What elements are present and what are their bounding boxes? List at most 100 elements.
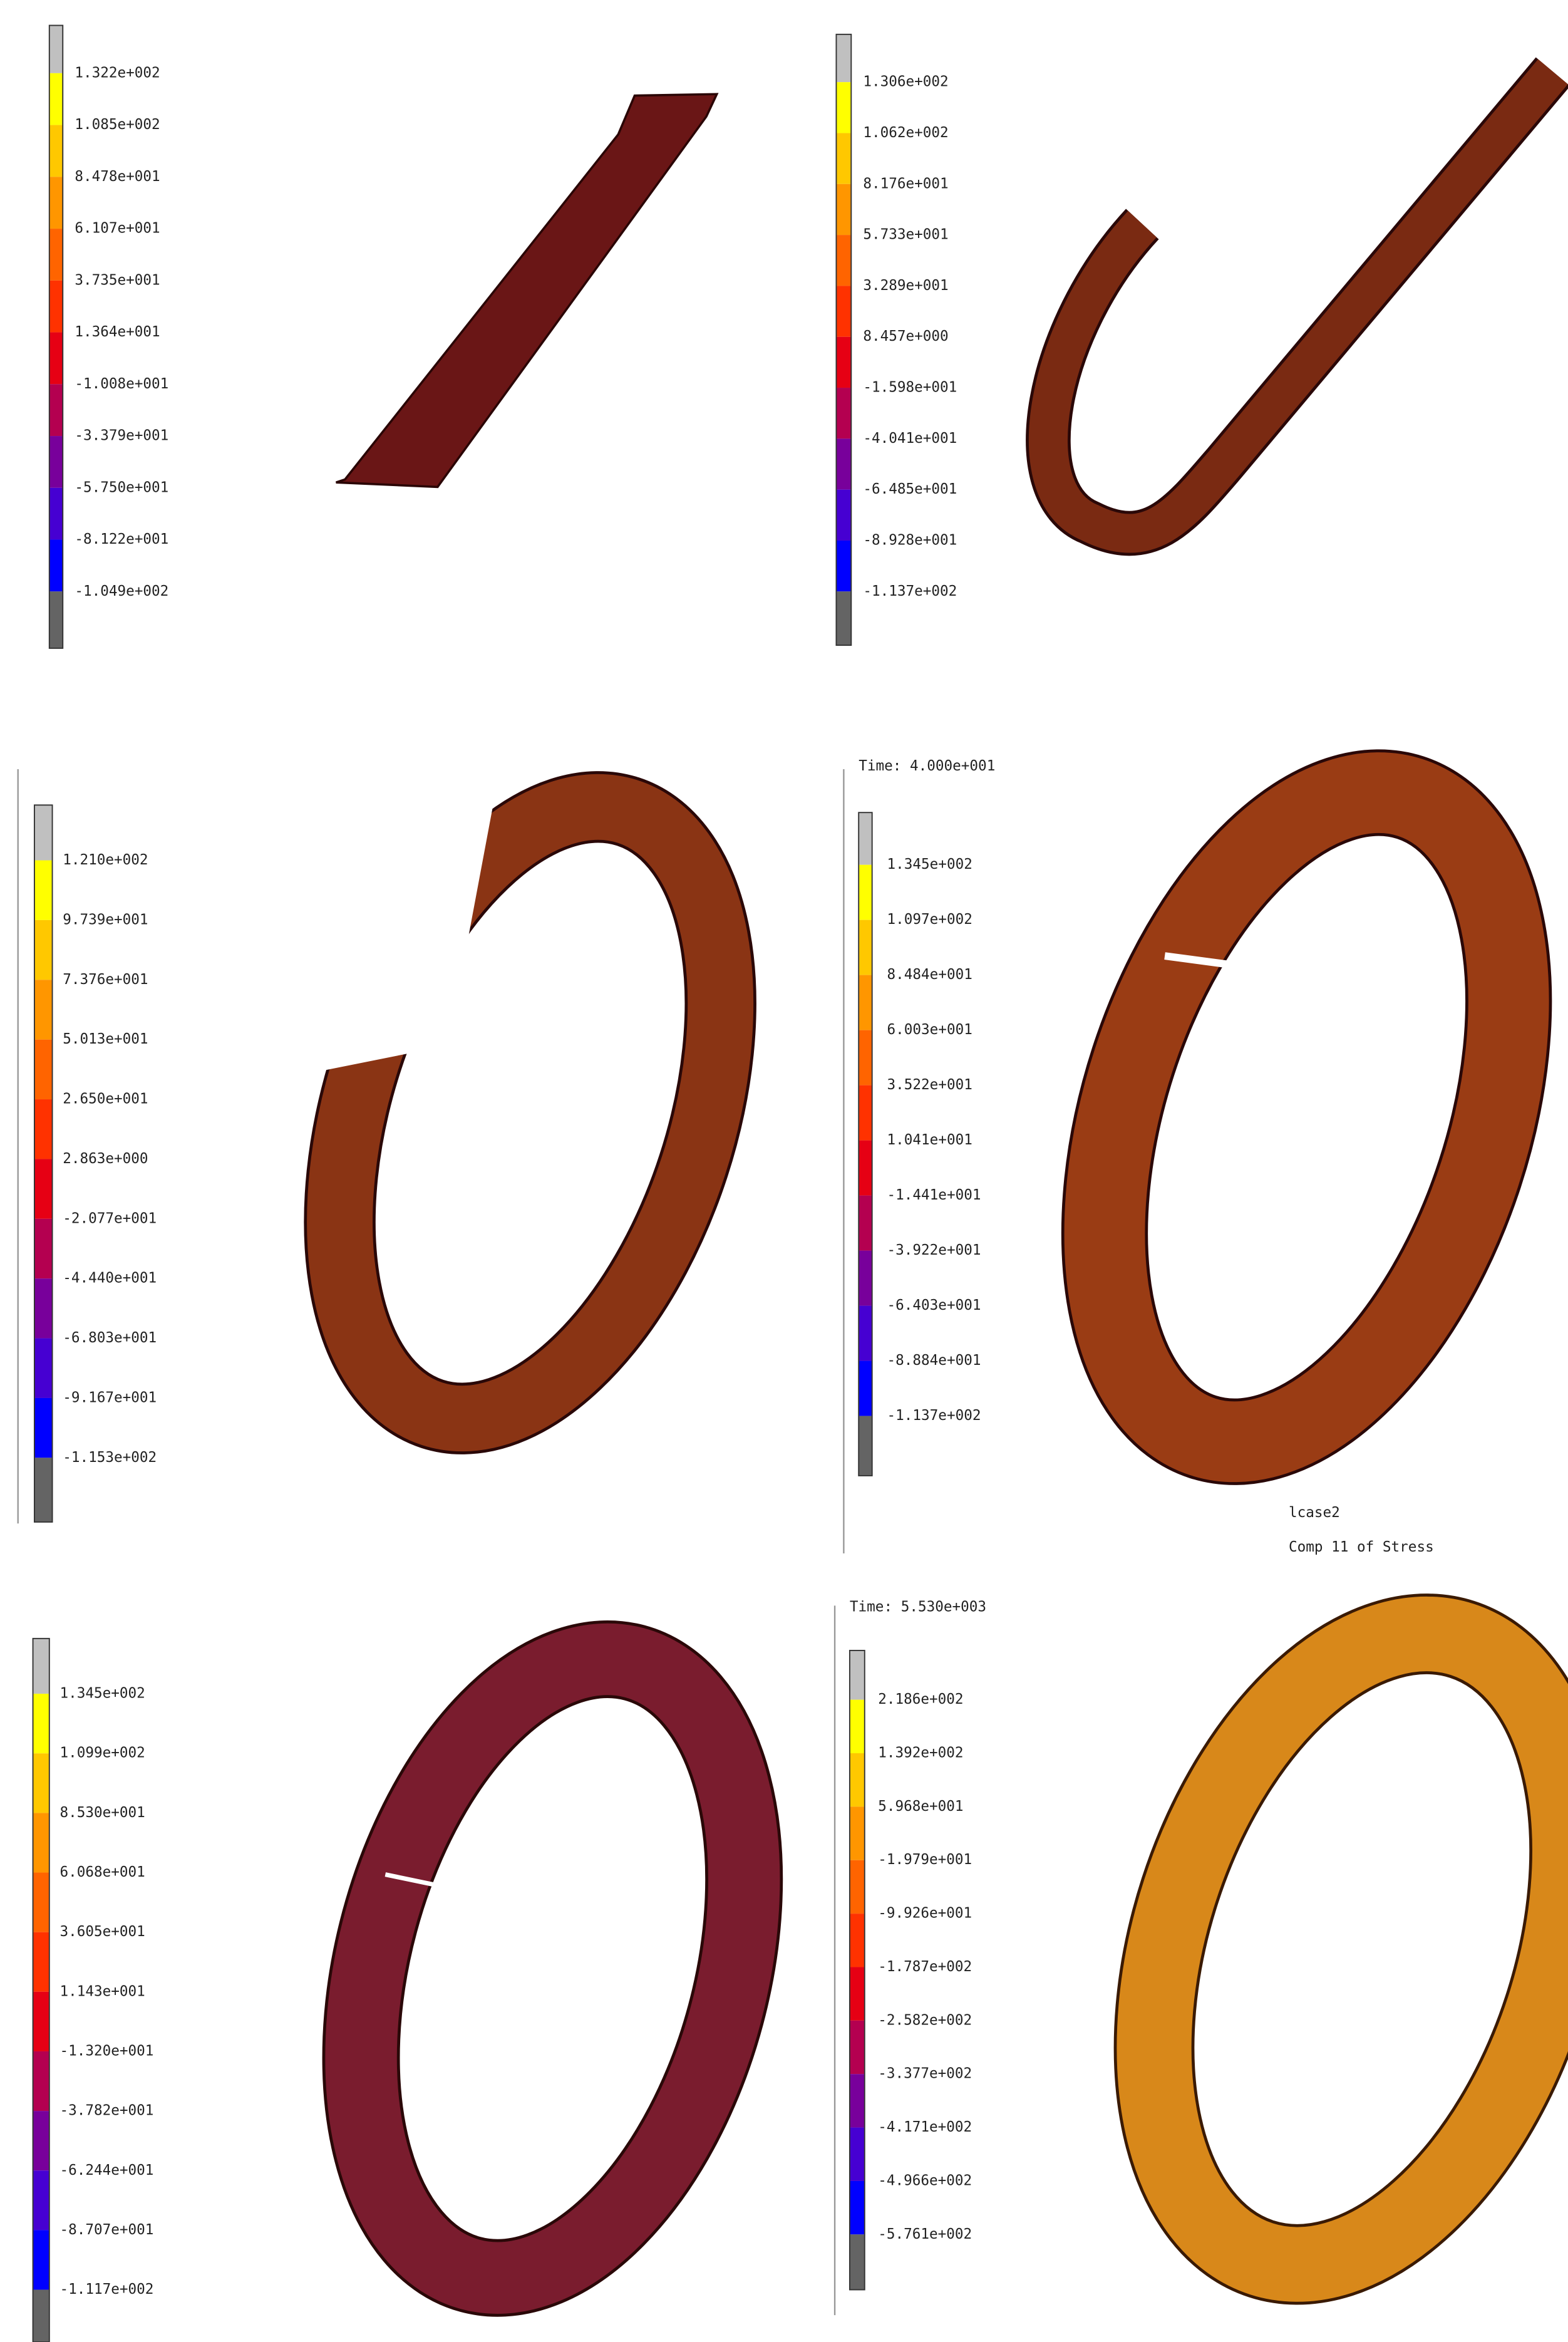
legend-swatch <box>49 177 63 229</box>
legend-swatch <box>34 920 53 980</box>
legend-swatch <box>850 2074 865 2127</box>
legend-swatch <box>49 488 63 540</box>
legend-swatch <box>850 2234 865 2289</box>
time-header: Time: 5.530e+003 <box>850 1598 986 1615</box>
legend-swatch <box>859 920 872 975</box>
legend-swatch <box>836 541 851 591</box>
legend-label: -8.122e+001 <box>75 531 168 547</box>
legend-swatch <box>33 2290 49 2342</box>
legend-label: -6.244e+001 <box>59 2162 153 2179</box>
legend-swatch <box>34 1339 53 1398</box>
legend-swatch <box>836 286 851 336</box>
ring-band <box>1080 1580 1568 2318</box>
legend-label: -1.008e+001 <box>75 376 168 392</box>
legend-label: 1.392e+002 <box>878 1745 963 1761</box>
legend-label: 6.003e+001 <box>887 1022 972 1038</box>
legend-label: 1.062e+002 <box>863 125 948 141</box>
legend-swatch <box>49 591 63 648</box>
legend-label: -4.171e+002 <box>878 2119 972 2135</box>
legend-swatch <box>859 812 872 864</box>
legend-swatch <box>49 384 63 436</box>
legend-label: -3.922e+001 <box>887 1242 981 1258</box>
legend-swatch <box>859 1306 872 1361</box>
ring-band <box>1029 741 1568 1493</box>
ring-band <box>297 1616 807 2321</box>
legend-swatch <box>836 34 851 82</box>
model-ring <box>1029 741 1568 1493</box>
legend-swatch <box>49 540 63 592</box>
legend-label: 8.478e+001 <box>75 168 160 185</box>
legend-label: -3.782e+001 <box>59 2103 153 2119</box>
legend-swatch <box>859 1141 872 1196</box>
legend-swatch <box>850 2021 865 2074</box>
legend-swatch <box>859 1361 872 1416</box>
legend-label: 5.013e+001 <box>63 1031 148 1047</box>
legend-swatch <box>33 2111 49 2170</box>
legend-swatch <box>34 1398 53 1458</box>
legend-swatch <box>33 1694 49 1753</box>
legend-swatch <box>49 436 63 488</box>
legend-swatch <box>33 2051 49 2111</box>
legend-label: 1.143e+001 <box>59 1983 145 1999</box>
legend-label: 1.306e+002 <box>863 74 948 90</box>
model-ring <box>1080 1580 1568 2318</box>
legend-label: 5.968e+001 <box>878 1798 963 1815</box>
legend-label: 3.289e+001 <box>863 277 948 294</box>
legend-label: -2.582e+002 <box>878 2012 972 2028</box>
legend-label: -8.884e+001 <box>887 1352 981 1369</box>
model-band <box>1048 71 1553 533</box>
legend-swatch <box>850 1806 865 1860</box>
legend-label: -1.441e+001 <box>887 1187 981 1203</box>
legend-swatch <box>859 1086 872 1141</box>
legend-swatch <box>34 1219 53 1278</box>
legend-swatch <box>859 865 872 920</box>
legend-swatch <box>850 2128 865 2181</box>
legend-swatch <box>836 82 851 133</box>
legend-swatch <box>34 861 53 920</box>
legend-swatch <box>836 388 851 438</box>
legend-label: 1.345e+002 <box>59 1686 145 1702</box>
legend-label: -1.979e+001 <box>878 1852 972 1868</box>
legend-swatch <box>859 1196 872 1251</box>
legend-label: 2.650e+001 <box>63 1091 148 1107</box>
legend-label: 8.484e+001 <box>887 966 972 983</box>
legend-swatch <box>34 1278 53 1338</box>
screenshot: 1.322e+0021.085e+0028.478e+0016.107e+001… <box>0 0 1568 2342</box>
legend-label: -1.049e+002 <box>75 583 168 599</box>
legend-label: -9.926e+001 <box>878 1905 972 1922</box>
footer-text: Comp 11 of Stress <box>1289 1539 1434 1555</box>
legend-label: 7.376e+001 <box>63 972 148 988</box>
legend-swatch <box>49 73 63 125</box>
legend-label: 3.735e+001 <box>75 272 160 288</box>
legend-swatch <box>859 1030 872 1086</box>
legend-swatch <box>836 235 851 286</box>
legend-label: 8.530e+001 <box>59 1805 145 1821</box>
legend-label: 6.107e+001 <box>75 220 160 237</box>
legend-swatch <box>859 975 872 1030</box>
legend-label: -8.707e+001 <box>59 2222 153 2238</box>
model-ring <box>269 759 792 1467</box>
legend-swatch <box>33 1873 49 1932</box>
legend-label: 2.863e+000 <box>63 1151 148 1167</box>
legend-label: -4.440e+001 <box>63 1270 157 1287</box>
legend-label: 6.068e+001 <box>59 1864 145 1880</box>
legend-label: 1.041e+001 <box>887 1132 972 1148</box>
footer-text: lcase2 <box>1289 1505 1340 1521</box>
ring-gap <box>299 807 493 1075</box>
legend-swatch <box>33 1992 49 2051</box>
legend-swatch <box>49 281 63 333</box>
legend-swatch <box>34 1458 53 1522</box>
legend-swatch <box>34 805 53 860</box>
legend-label: 1.210e+002 <box>63 852 148 868</box>
model-strip <box>336 94 717 487</box>
legend-label: 1.097e+002 <box>887 911 972 928</box>
legend-swatch <box>49 125 63 177</box>
legend-label: -8.928e+001 <box>863 532 957 548</box>
legend-swatch <box>850 1914 865 1967</box>
legend-label: -2.077e+001 <box>63 1210 157 1226</box>
legend-label: -5.750e+001 <box>75 479 168 495</box>
legend-label: 1.345e+002 <box>887 856 972 873</box>
legend-swatch <box>836 490 851 541</box>
legend-label: -9.167e+001 <box>63 1389 157 1406</box>
legend-swatch <box>33 1753 49 1813</box>
